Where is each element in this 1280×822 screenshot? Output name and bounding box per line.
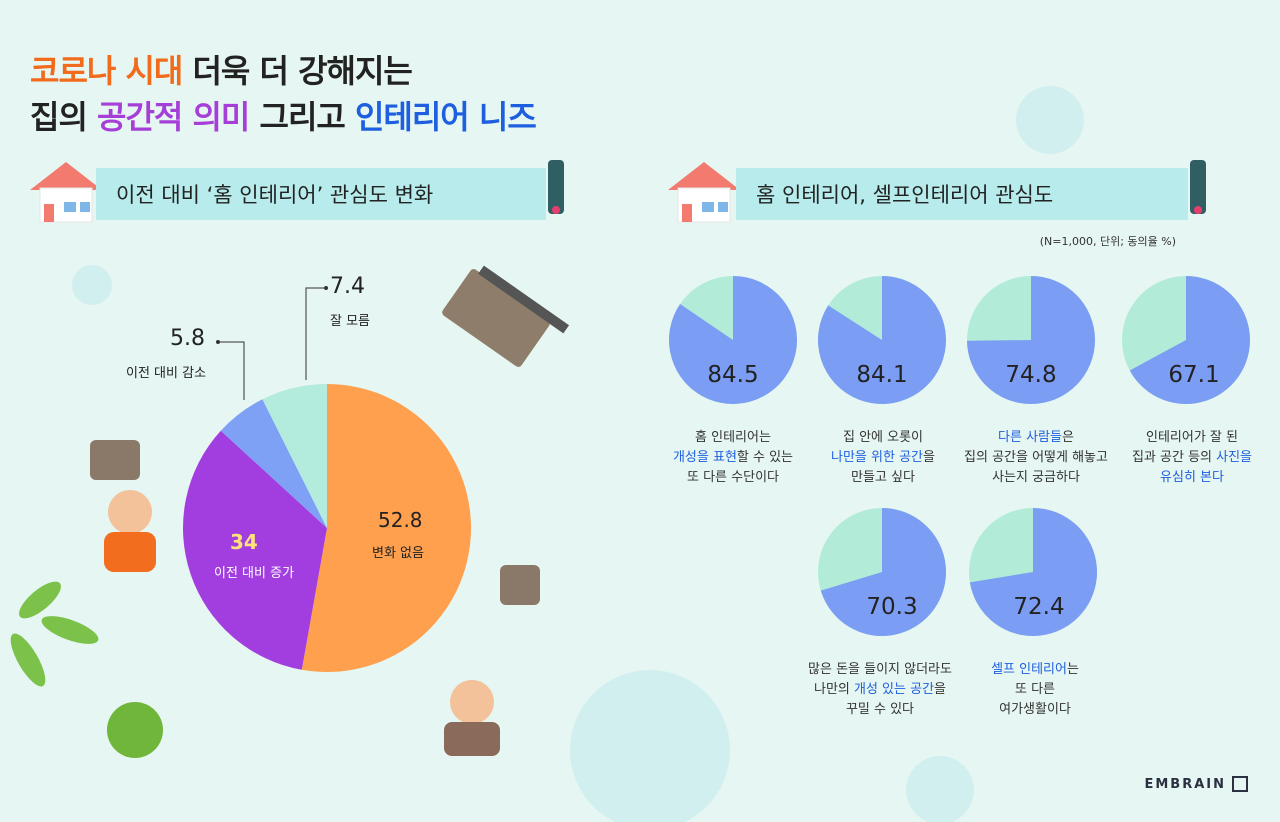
brand-logo-text: EMBRAIN	[1144, 776, 1226, 792]
caption-5: 많은 돈을 들이지 않더라도 나만의 개성 있는 공간을 꾸밀 수 있다	[808, 662, 952, 717]
main-pie-slice-0	[301, 384, 471, 672]
small-pie-value-3: 74.8	[1005, 362, 1056, 388]
callout-label-decrease: 이전 대비 감소	[126, 366, 207, 381]
small-pie-charts: 84.5 84.1 74.8 67.1 70.3 72.4	[668, 276, 1250, 636]
left-section-header: 이전 대비 ‘홈 인테리어’ 관심도 변화	[96, 168, 546, 220]
title-line2-highlight2: 인테리어 니즈	[354, 98, 537, 136]
callout-label-unknown: 잘 모름	[330, 314, 371, 329]
small-pie-slice-5	[820, 508, 947, 636]
house-icon	[668, 162, 740, 223]
small-pie-value-5: 70.3	[866, 594, 917, 620]
title-line2-highlight1: 공간적 의미	[97, 98, 250, 136]
slice-value-nochange: 52.8	[378, 508, 423, 532]
house-icon	[30, 162, 102, 223]
slice-value-increase: 34	[230, 530, 258, 554]
small-pie-value-4: 67.1	[1168, 362, 1219, 388]
small-pie-slice-4	[1129, 276, 1250, 404]
right-section-label: 홈 인테리어, 셀프인테리어 관심도	[756, 183, 1054, 207]
small-pie-2: 84.1	[818, 276, 947, 405]
callout-line-unknown	[305, 287, 326, 380]
small-pie-slice-2	[818, 276, 947, 405]
caption-4: 인테리어가 잘 된 집과 공간 등의 사진을 유심히 본다	[1131, 430, 1253, 485]
callout-value-unknown: 7.4	[330, 274, 365, 299]
title-line2-b: 그리고	[249, 98, 355, 136]
person-illustration-icon	[444, 565, 540, 756]
small-pie-value-6: 72.4	[1013, 594, 1064, 620]
title-line2-a: 집의	[30, 98, 98, 136]
caption-6: 셀프 인테리어는 또 다른 여가생활이다	[991, 662, 1079, 717]
virus-decoration-icon	[72, 86, 1084, 822]
small-pie-slice-6	[969, 508, 1097, 636]
person-illustration-icon	[90, 440, 156, 572]
caption-1: 홈 인테리어는 개성을 표현할 수 있는 또 다른 수단이다	[672, 430, 794, 485]
brand-mark-icon	[1232, 776, 1248, 792]
small-pie-slice-3	[967, 276, 1095, 404]
main-pie-slice-1	[182, 430, 327, 670]
caption-2: 집 안에 오롯이 나만을 위한 공간을 만들고 싶다	[831, 430, 935, 485]
page-title: 코로나 시대 더욱 더 강해지는 집의 공간적 의미 그리고 인테리어 니즈	[30, 48, 537, 140]
slice-label-increase: 이전 대비 증가	[214, 566, 295, 581]
right-section-header: 홈 인테리어, 셀프인테리어 관심도	[736, 168, 1188, 220]
slice-label-nochange: 변화 없음	[372, 546, 424, 561]
small-pie-1: 84.5	[668, 276, 797, 404]
small-pie-4: 67.1	[1122, 276, 1250, 404]
callout-line-decrease	[218, 341, 245, 400]
left-section-label: 이전 대비 ‘홈 인테리어’ 관심도 변화	[116, 183, 434, 207]
tv-illustration-icon	[442, 265, 570, 367]
title-line1-rest: 더욱 더 강해지는	[182, 52, 412, 90]
sample-note: (N=1,000, 단위; 동의율 %)	[1039, 235, 1176, 248]
main-pie-slice-3	[262, 384, 327, 528]
small-pie-3: 74.8	[967, 276, 1095, 404]
plant-illustration-icon	[10, 581, 163, 758]
title-line1-highlight: 코로나 시대	[30, 52, 183, 90]
small-pie-6: 72.4	[969, 508, 1097, 636]
brand-logo: EMBRAIN	[1144, 776, 1248, 792]
main-pie-chart	[182, 384, 471, 672]
caption-3: 다른 사람들은 집의 공간을 어떻게 해놓고 사는지 궁금하다	[964, 430, 1108, 485]
main-pie-slice-2	[220, 399, 327, 528]
small-pie-slice-1	[668, 276, 797, 404]
small-pie-value-1: 84.5	[707, 362, 758, 388]
callout-value-decrease: 5.8	[170, 326, 205, 351]
small-pie-5: 70.3	[818, 508, 947, 636]
small-pie-value-2: 84.1	[856, 362, 907, 388]
